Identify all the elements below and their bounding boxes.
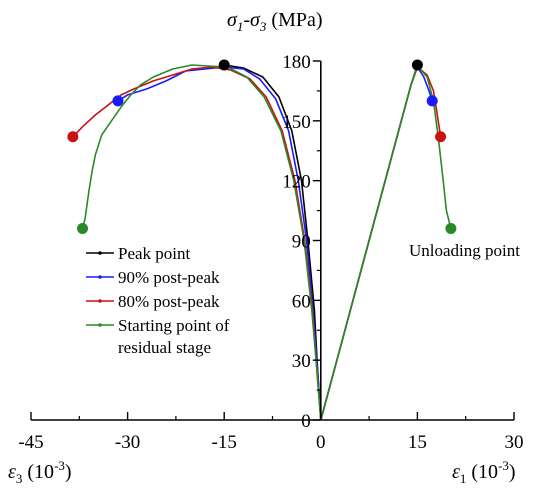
legend-marker	[98, 323, 102, 327]
series-line-lateral	[117, 66, 322, 421]
legend: Peak point 90% post-peak 80% post-peak Star…	[86, 244, 230, 357]
y-axis-title: σ1-σ3 (MPa)	[227, 9, 323, 34]
marker-point	[411, 59, 423, 71]
marker-point	[435, 131, 447, 143]
legend-label: Starting point of residual stage	[118, 316, 230, 357]
series-line-axial	[320, 65, 452, 421]
x-tick-label: -30	[115, 432, 140, 453]
x-tick-label: 0	[316, 432, 326, 453]
y-tick-label: 120	[282, 172, 311, 193]
y-tick-label: 0	[301, 411, 311, 432]
x-tick-label: 30	[505, 432, 524, 453]
legend-marker	[98, 275, 102, 279]
legend-marker	[98, 251, 102, 255]
marker-point	[445, 223, 457, 235]
markers-layer	[67, 59, 457, 235]
legend-label: 80% post-peak	[118, 292, 220, 311]
x-tick-label: 15	[408, 432, 427, 453]
marker-point	[77, 223, 89, 235]
legend-label: Peak point	[118, 244, 191, 263]
y-tick-label: 150	[282, 112, 311, 133]
legend-label: 90% post-peak	[118, 268, 220, 287]
marker-point	[426, 95, 438, 107]
marker-point	[218, 59, 230, 71]
x-axis-title-axial: ε1 (10-3)	[452, 458, 516, 486]
y-tick-label: 90	[292, 232, 311, 253]
x-tick-label: -15	[212, 432, 237, 453]
legend-marker	[98, 299, 102, 303]
series-layer	[72, 64, 452, 421]
x-axis-title-lateral: ε3 (10-3)	[8, 458, 72, 486]
marker-point	[112, 95, 124, 107]
series-line-lateral	[81, 64, 322, 421]
annotation-unloading-point: Unloading point	[409, 241, 520, 260]
y-tick-label: 60	[292, 291, 311, 312]
y-tick-label: 180	[282, 52, 311, 73]
marker-point	[67, 131, 79, 143]
labels-layer: -45 -30 -15 0 15 30 0 30 60 90 120 150 180 σ1-σ3 (MPa…	[8, 9, 524, 486]
x-tick-label: -45	[18, 432, 43, 453]
axes-layer	[30, 60, 515, 421]
y-tick-label: 30	[292, 351, 311, 372]
